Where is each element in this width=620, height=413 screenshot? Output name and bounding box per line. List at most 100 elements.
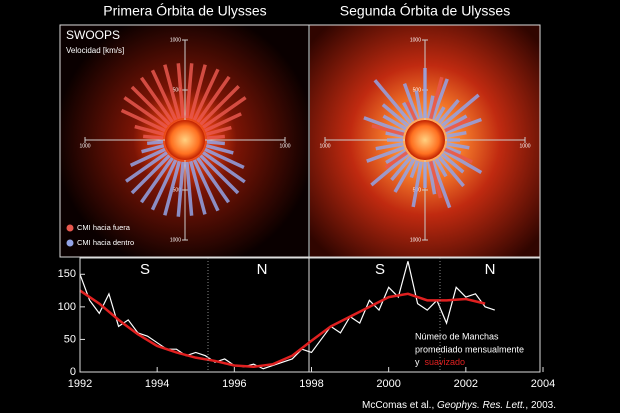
annotation-and: y [415,357,420,367]
axis-label: Velocidad [km/s] [66,46,124,55]
speed-spike [134,124,165,136]
speed-spike [385,131,404,138]
speed-spike [146,140,164,146]
speed-spike [411,161,423,208]
y-tick-label: 0 [70,366,76,378]
speed-spike [444,117,472,133]
speed-spike [120,108,166,133]
speed-spike [384,151,408,169]
citation-part: McComas et al., [362,400,437,411]
legend-label: CMI hacia dentro [77,238,134,247]
legend-label: CMI hacia fuera [77,223,131,232]
speed-spike [409,160,420,179]
instrument-label: SWOOPS [66,28,120,42]
speed-spike [446,130,467,138]
citation: McComas et al., Geophys. Res. Lett., 200… [362,400,556,411]
x-tick-label: 2002 [454,378,478,390]
speed-spike [205,144,234,155]
x-tick-label: 1998 [299,378,323,390]
speed-spike [204,112,242,133]
speed-spike [189,64,207,120]
sun [405,120,445,160]
annotation: Número de Manchas [415,331,499,341]
speed-spike [401,101,416,122]
speed-spike [381,103,410,128]
hemisphere-label: N [485,261,496,278]
plot-frame [79,257,541,373]
speed-spike [393,158,416,193]
y-tick-label: 150 [58,268,76,280]
r-tick-label: 500 [173,87,182,93]
speed-spike [434,106,446,122]
speed-spike [443,149,483,175]
y-tick-label: 50 [64,333,76,345]
speed-spike [189,160,207,215]
legend-marker [66,224,74,232]
annotation-smoothed: suavizado [425,357,466,367]
plots: 5005001000100010001000500500100010001000… [58,37,556,390]
speed-spike [202,151,246,184]
speed-spike [206,140,226,146]
r-tick-label: 1000 [170,237,181,243]
speed-spike [443,114,468,131]
r-tick-label: 1000 [319,143,330,149]
speed-spike [176,161,185,217]
speed-spike [363,116,405,135]
annotation: promediado mensualmente [415,344,524,354]
speed-spike [427,161,437,195]
smoothed-line [79,289,486,369]
speed-spike [204,147,245,170]
citation-part: , 2003. [525,400,556,411]
speed-spike [437,99,460,125]
speed-spike [414,90,423,119]
r-tick-label: 1000 [519,143,530,149]
speed-spike [429,76,444,120]
speed-spike [437,155,465,188]
speed-spike [205,125,232,136]
speed-spike [176,63,185,119]
speed-spike [206,134,226,140]
y-tick-label: 100 [58,301,76,313]
sun [165,120,205,160]
speed-spike [370,152,410,187]
speed-spike [382,114,407,131]
panel-title: Primera Órbita de Ulysses [103,3,266,19]
speed-spike [445,145,462,155]
x-tick-label: 1992 [68,378,92,390]
speed-spike [139,76,174,123]
r-tick-label: 1000 [279,143,290,149]
speed-spike [123,96,168,129]
speed-spike [430,78,449,120]
r-tick-label: 500 [413,87,422,93]
speed-spike [373,79,413,125]
speed-spike [150,69,178,121]
speed-spike [196,75,231,123]
speed-spike [141,144,165,154]
speed-spike [445,117,482,135]
speed-spike [163,160,181,216]
x-tick-label: 1996 [222,378,246,390]
speed-spike [163,64,181,120]
annotation: y suavizado [415,357,465,367]
speed-spike [202,96,247,129]
speed-spike [196,157,231,204]
hemisphere-label: S [375,261,385,278]
hemisphere-label: N [257,261,268,278]
speed-spike [390,155,413,181]
citation-part: Geophys. Res. Lett. [437,400,525,411]
speed-spike [366,145,405,163]
speed-spike [440,152,465,174]
speed-spike [440,93,480,128]
speed-spike [405,101,418,121]
hemisphere-label: S [140,261,150,278]
speed-spike [444,147,473,164]
speed-spike [143,134,164,140]
speed-spike [192,68,220,121]
x-tick-label: 1994 [145,378,169,390]
r-tick-label: 500 [173,187,182,193]
speed-spike [371,124,405,136]
speed-spike [446,142,470,150]
speed-spike [130,154,171,195]
speed-spike [150,159,178,211]
